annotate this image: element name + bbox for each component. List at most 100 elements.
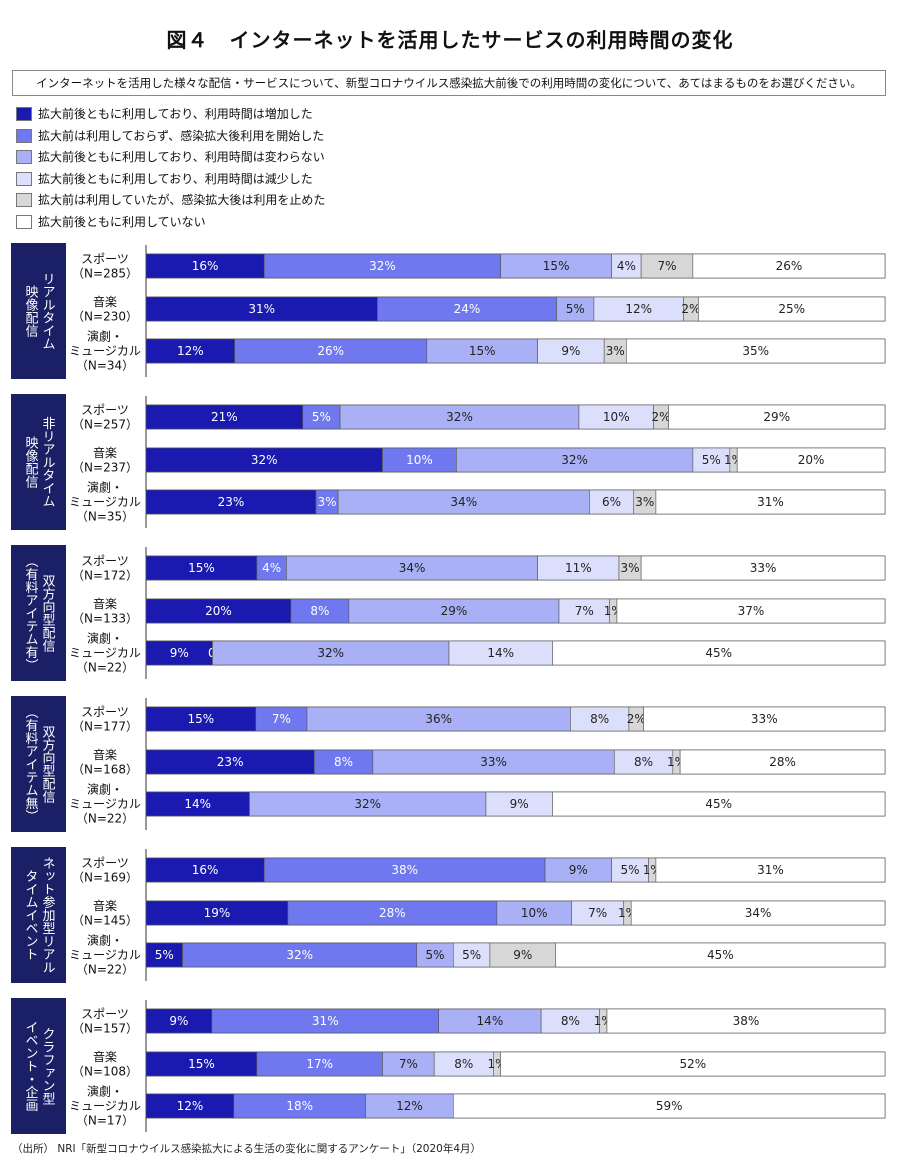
legend-label: 拡大前は利用していたが、感染拡大後は利用を止めた xyxy=(38,193,326,207)
bar-segment xyxy=(256,1051,383,1077)
bar-value-label: 28% xyxy=(769,755,796,769)
bar-segment xyxy=(348,598,560,624)
bar-value-label: 17% xyxy=(306,1057,333,1071)
bar-segment xyxy=(537,555,620,581)
bar-value-label: 23% xyxy=(217,755,244,769)
legend-label: 拡大前後ともに利用しており、利用時間は増加した xyxy=(38,107,313,121)
bar-segment xyxy=(372,749,615,775)
bar-segment xyxy=(145,489,317,515)
bar-value-label: 2% xyxy=(652,410,671,424)
bar-segment xyxy=(145,749,315,775)
bar-segment xyxy=(692,253,886,279)
row-label: （N=257） xyxy=(72,417,138,431)
bar-value-label: 26% xyxy=(776,259,803,273)
bar-value-label: 7% xyxy=(399,1057,418,1071)
bar-value-label: 29% xyxy=(441,604,468,618)
row-label: スポーツ xyxy=(81,554,129,568)
bar-value-label: 5% xyxy=(155,948,174,962)
bar-value-label: 7% xyxy=(575,604,594,618)
bar-segment xyxy=(552,791,886,817)
bar-segment xyxy=(668,404,886,430)
bar-value-label: 32% xyxy=(354,797,381,811)
bar-segment xyxy=(630,900,886,926)
bar-value-label: 5% xyxy=(702,453,721,467)
bar-segment xyxy=(578,404,654,430)
bar-segment xyxy=(365,1093,454,1119)
bar-segment xyxy=(382,447,457,473)
bar-segment xyxy=(500,1051,886,1077)
group-label: 映像配信 xyxy=(23,436,39,488)
bar-value-label: 45% xyxy=(705,797,732,811)
source-note: （出所） NRI「新型コロナウイルス感染拡大による生活の変化に関するアンケート」… xyxy=(12,1143,481,1155)
bar-value-label: 32% xyxy=(317,646,344,660)
group-label: イベント・企画 xyxy=(23,1021,39,1112)
bar-value-label: 32% xyxy=(251,453,278,467)
row-label: ミュージカル xyxy=(69,495,141,509)
bar-segment xyxy=(377,296,557,322)
bar-value-label: 19% xyxy=(204,906,231,920)
bar-segment xyxy=(255,706,308,732)
bar-value-label: 2% xyxy=(681,302,700,316)
row-label: ミュージカル xyxy=(69,646,141,660)
group-label-box xyxy=(11,998,66,1134)
bar-segment xyxy=(453,1093,886,1119)
bar-value-label: 14% xyxy=(487,646,514,660)
bar-segment xyxy=(145,253,265,279)
bar-value-label: 35% xyxy=(742,344,769,358)
bar-value-label: 5% xyxy=(621,863,640,877)
bar-value-label: 45% xyxy=(705,646,732,660)
row-label: （N=172） xyxy=(72,568,138,582)
row-label: 音楽 xyxy=(93,1049,117,1064)
row-label: 音楽 xyxy=(93,445,117,460)
bar-segment xyxy=(145,1051,258,1077)
bar-value-label: 31% xyxy=(757,863,784,877)
bar-segment xyxy=(438,1008,542,1034)
bar-segment xyxy=(485,791,553,817)
group-label: 双方向型配信 xyxy=(40,725,56,803)
bar-value-label: 7% xyxy=(272,712,291,726)
bar-value-label: 34% xyxy=(745,906,772,920)
group-label: リアルタイム xyxy=(40,272,55,350)
bar-segment xyxy=(589,489,635,515)
legend-label: 拡大前後ともに利用していない xyxy=(38,214,206,229)
bar-segment xyxy=(145,447,383,473)
bar-value-label: 12% xyxy=(177,344,204,358)
bar-segment xyxy=(337,489,590,515)
row-label: スポーツ xyxy=(81,705,129,719)
bar-segment xyxy=(145,857,265,883)
bar-segment xyxy=(552,640,886,666)
bar-segment xyxy=(570,706,630,732)
bar-value-label: 3% xyxy=(621,561,640,575)
group-label-box xyxy=(11,847,66,983)
row-label: （N=22） xyxy=(76,812,134,826)
bar-segment xyxy=(571,900,625,926)
bar-value-label: 38% xyxy=(391,863,418,877)
bar-value-label: 16% xyxy=(192,259,219,273)
row-label: ミュージカル xyxy=(69,344,141,358)
bar-segment xyxy=(453,942,491,968)
bar-value-label: 10% xyxy=(521,906,548,920)
bar-value-label: 12% xyxy=(625,302,652,316)
group-label-box xyxy=(11,394,66,530)
group-label: ネット参加型リアル xyxy=(40,857,56,974)
bar-segment xyxy=(263,253,502,279)
bar-segment xyxy=(145,338,235,364)
bar-segment xyxy=(537,338,605,364)
legend-swatch xyxy=(16,107,32,121)
bar-segment xyxy=(655,489,886,515)
legend-swatch xyxy=(16,214,32,229)
bar-segment xyxy=(456,447,694,473)
bar-segment xyxy=(626,338,886,364)
bar-value-label: 9% xyxy=(169,1014,188,1028)
legend-label: 拡大前は利用しておらず、感染拡大後利用を開始した xyxy=(38,128,325,143)
bar-value-label: 15% xyxy=(188,712,215,726)
bar-segment xyxy=(249,791,487,817)
survey-question: インターネットを活用した様々な配信・サービスについて、新型コロナウイルス感染拡大… xyxy=(12,70,886,96)
bar-segment xyxy=(556,296,595,322)
bar-value-label: 8% xyxy=(334,755,353,769)
bar-segment xyxy=(145,404,304,430)
legend-label: 拡大前後ともに利用しており、利用時間は減少した xyxy=(38,171,313,186)
bar-value-label: 14% xyxy=(184,797,211,811)
bar-value-label: 4% xyxy=(262,561,281,575)
bar-segment xyxy=(611,253,642,279)
